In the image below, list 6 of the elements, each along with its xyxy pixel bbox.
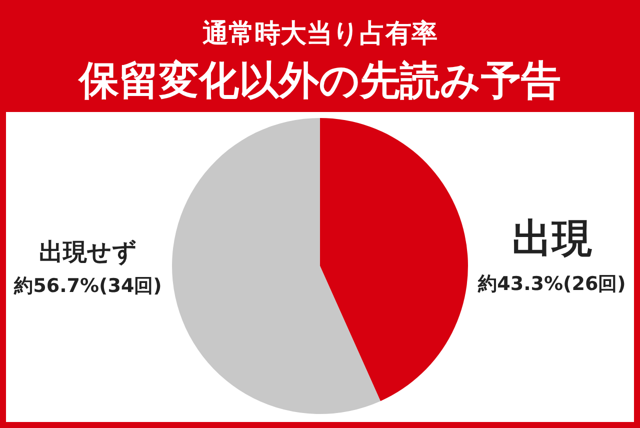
slice-label: 出現 (512, 216, 592, 262)
data-label: 約43.3%(26回) (477, 273, 626, 295)
slice-label: 出現せず (39, 238, 137, 266)
chart-subtitle: 保留変化以外の先読み予告 (77, 58, 561, 104)
chart-title: 通常時大当り占有率 (202, 19, 438, 49)
data-label: 約56.7%(34回) (13, 275, 162, 297)
